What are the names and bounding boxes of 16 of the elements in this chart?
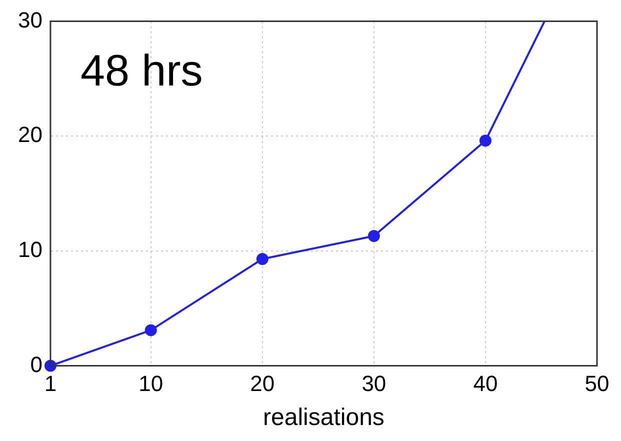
point [144, 324, 157, 336]
y-tick-label: 30 [18, 7, 42, 32]
x-tick-label: 40 [473, 371, 498, 396]
x-tick-label: 20 [250, 371, 275, 396]
point [479, 134, 492, 147]
x-tick-label: 10 [138, 371, 164, 396]
y-tick-label: 20 [18, 122, 42, 148]
x-tick-label: 30 [362, 371, 386, 396]
x-axis-title: realisations [263, 404, 384, 432]
x-tick-label: 50 [584, 371, 610, 396]
point [256, 252, 268, 265]
annotation: 48 hrs [80, 46, 203, 96]
y-tick-label: 10 [18, 236, 42, 262]
x-tick-label: 1 [44, 371, 57, 396]
point [368, 230, 380, 242]
y-tick-label: 0 [30, 352, 42, 377]
